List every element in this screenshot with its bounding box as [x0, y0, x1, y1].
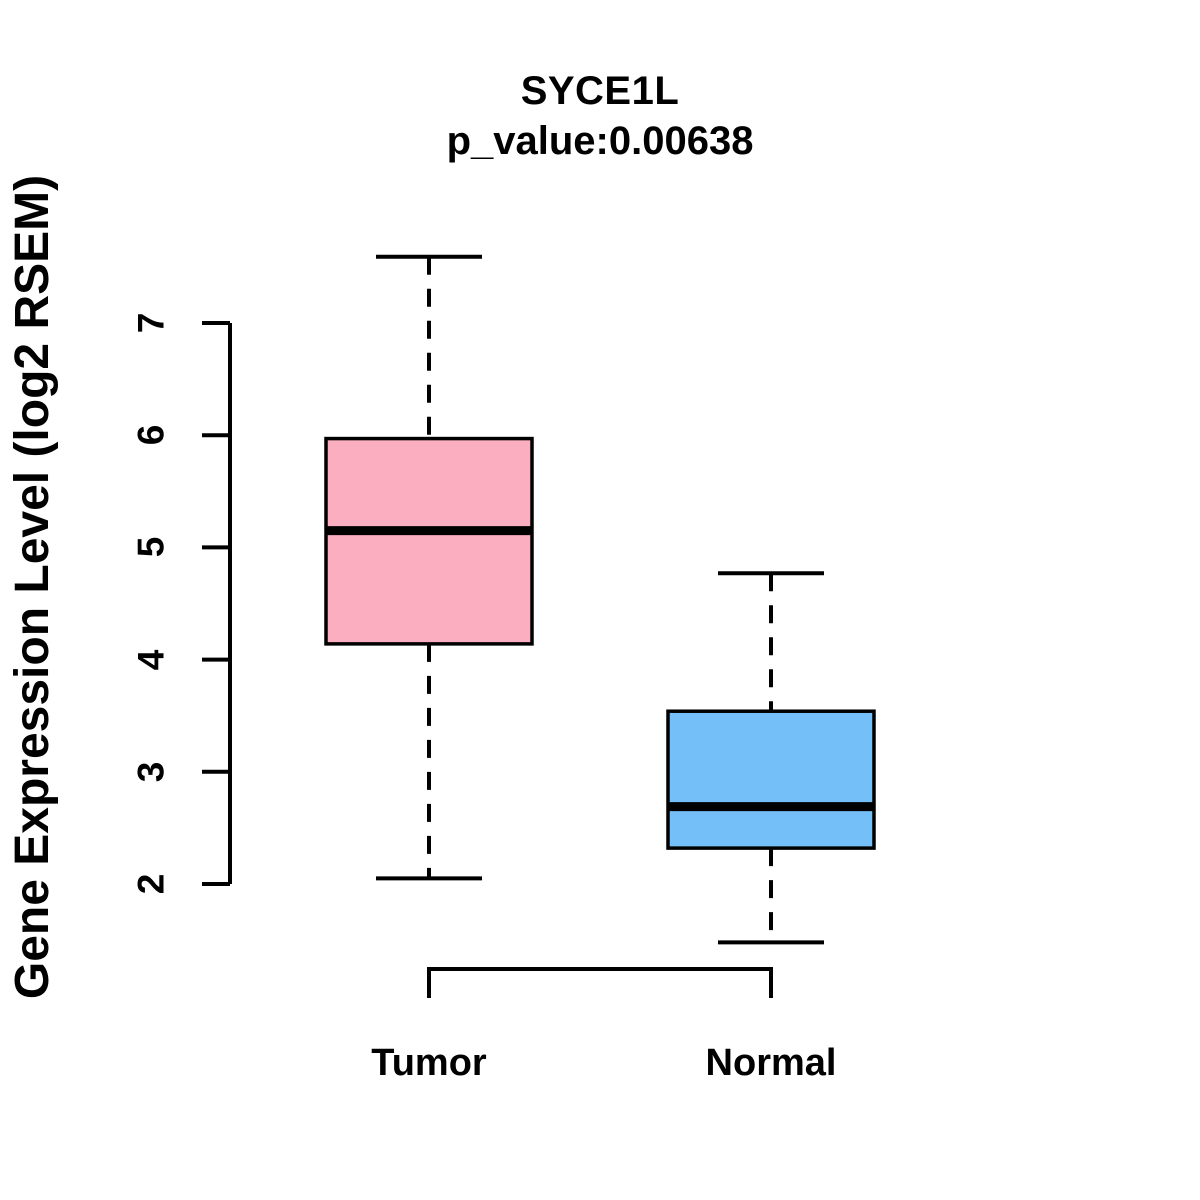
- p-value-subtitle: p_value:0.00638: [446, 119, 754, 163]
- y-tick-label: 5: [130, 537, 172, 558]
- normal-iqr-box: [666, 709, 876, 850]
- x-tick-label-normal: Normal: [705, 1042, 837, 1084]
- x-axis-bracket: [427, 967, 773, 998]
- x-tick-label-tumor: Tumor: [371, 1042, 487, 1084]
- y-tick-label: 2: [130, 873, 172, 895]
- y-tick-label: 7: [130, 312, 172, 334]
- y-tick-label: 3: [130, 761, 172, 783]
- y-tick-label: 4: [130, 649, 172, 670]
- tumor-iqr-box: [324, 436, 534, 646]
- y-tick-label: 6: [130, 424, 172, 446]
- chart-title: SYCE1L: [520, 69, 680, 113]
